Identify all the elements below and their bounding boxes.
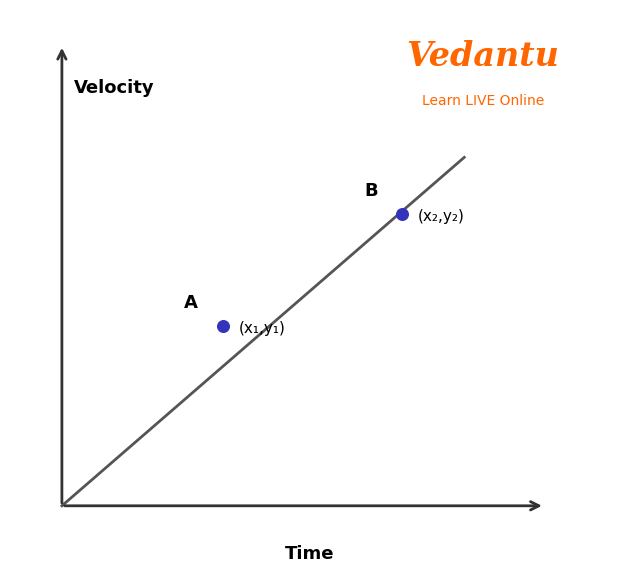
Point — [397, 209, 407, 218]
Text: A: A — [184, 294, 198, 312]
Text: (x₁,y₁): (x₁,y₁) — [238, 321, 285, 336]
Text: Vedantu: Vedantu — [407, 40, 559, 72]
Point — [218, 321, 228, 330]
Text: (x₂,y₂): (x₂,y₂) — [418, 209, 465, 224]
Text: Learn LIVE Online: Learn LIVE Online — [422, 94, 544, 108]
Text: Time: Time — [285, 545, 334, 562]
Text: B: B — [364, 182, 378, 200]
Text: Velocity: Velocity — [74, 79, 155, 97]
